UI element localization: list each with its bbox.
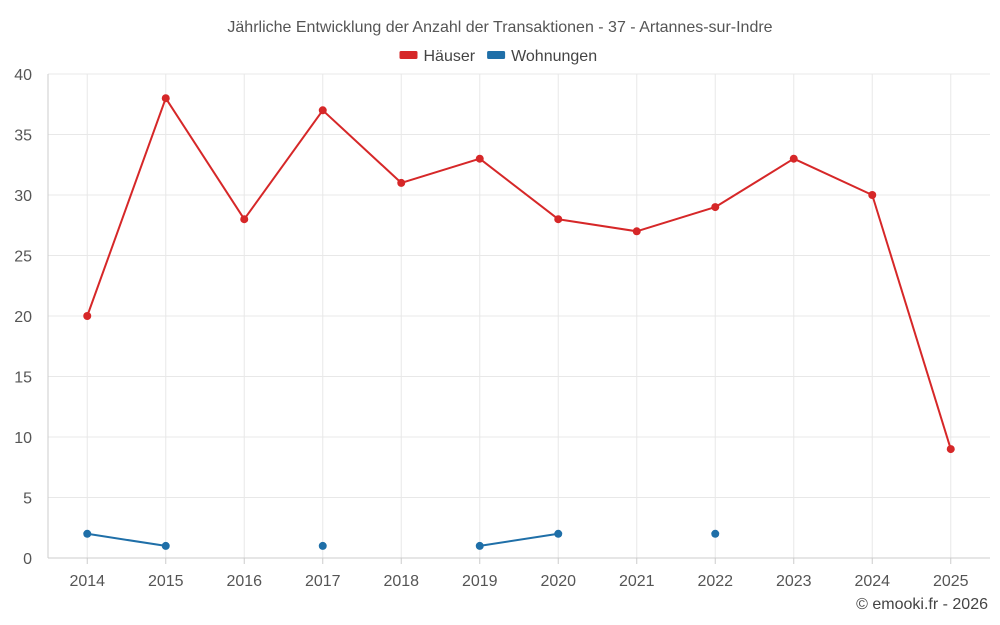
series bbox=[83, 94, 955, 550]
x-tick-label: 2021 bbox=[619, 573, 655, 590]
series-2-point[interactable] bbox=[475, 541, 484, 550]
series-2-point[interactable] bbox=[318, 541, 327, 550]
series-1-line-segment bbox=[243, 109, 324, 220]
series-1-point[interactable] bbox=[789, 154, 798, 163]
series-1-point[interactable] bbox=[397, 178, 406, 187]
series-1-point[interactable] bbox=[318, 106, 327, 115]
series-1-line-segment bbox=[793, 157, 873, 196]
legend: Häuser Wohnungen bbox=[399, 48, 597, 65]
y-tick-label: 40 bbox=[14, 67, 32, 84]
series-2-line-segment bbox=[479, 532, 559, 547]
y-tick-label: 5 bbox=[23, 491, 32, 508]
series-1-point[interactable] bbox=[554, 215, 563, 224]
legend-item[interactable]: Wohnungen bbox=[487, 48, 597, 65]
y-tick-label: 10 bbox=[14, 430, 32, 447]
chart-title: Jährliche Entwicklung der Anzahl der Tra… bbox=[227, 19, 772, 36]
credit-text: © emooki.fr - 2026 bbox=[856, 596, 988, 613]
series-1-point[interactable] bbox=[711, 203, 720, 212]
series-1-point[interactable] bbox=[632, 227, 641, 236]
legend-label: Wohnungen bbox=[511, 48, 597, 65]
y-tick-label: 35 bbox=[14, 128, 32, 145]
grid bbox=[48, 73, 990, 558]
series-2-point[interactable] bbox=[161, 541, 170, 550]
series-2-point[interactable] bbox=[83, 529, 92, 538]
series-1-line-segment bbox=[86, 97, 167, 317]
x-tick-label: 2018 bbox=[383, 573, 419, 590]
legend-swatch bbox=[399, 51, 418, 59]
series-1-line-segment bbox=[164, 97, 246, 220]
series-2-line-segment bbox=[87, 532, 166, 547]
series-1-line-segment bbox=[400, 157, 481, 184]
legend-swatch bbox=[487, 51, 506, 59]
legend-label: Häuser bbox=[424, 48, 476, 65]
y-tick-label: 30 bbox=[14, 188, 32, 205]
x-tick-label: 2025 bbox=[933, 573, 969, 590]
series-2 bbox=[83, 529, 720, 550]
y-tick-label: 0 bbox=[23, 551, 32, 568]
x-tick-label: 2014 bbox=[69, 573, 105, 590]
x-tick-label: 2019 bbox=[462, 573, 498, 590]
y-tick-label: 20 bbox=[14, 309, 32, 326]
series-1-line-segment bbox=[322, 109, 402, 184]
series-1-line-segment bbox=[871, 194, 952, 450]
x-tick-label: 2020 bbox=[540, 573, 576, 590]
series-1 bbox=[83, 94, 955, 454]
series-1-point[interactable] bbox=[868, 191, 877, 199]
series-1-line-segment bbox=[636, 206, 716, 233]
series-2-point[interactable] bbox=[554, 529, 563, 538]
series-1-point[interactable] bbox=[240, 215, 249, 224]
x-tick-label: 2022 bbox=[697, 573, 733, 590]
series-1-point[interactable] bbox=[946, 445, 955, 454]
x-tick-label: 2016 bbox=[226, 573, 262, 590]
series-1-point[interactable] bbox=[475, 154, 484, 163]
x-tick-label: 2024 bbox=[854, 573, 890, 590]
x-tick-label: 2015 bbox=[148, 573, 184, 590]
legend-item[interactable]: Häuser bbox=[399, 48, 476, 65]
series-1-line-segment bbox=[558, 218, 637, 233]
series-2-point[interactable] bbox=[711, 529, 720, 538]
y-tick-label: 25 bbox=[14, 249, 32, 266]
series-1-line-segment bbox=[714, 157, 795, 208]
y-tick-label: 15 bbox=[14, 370, 32, 387]
x-tick-label: 2023 bbox=[776, 573, 812, 590]
series-1-point[interactable] bbox=[161, 94, 170, 103]
series-1-line-segment bbox=[479, 157, 559, 220]
x-tick-label: 2017 bbox=[305, 573, 341, 590]
series-1-point[interactable] bbox=[83, 312, 92, 320]
